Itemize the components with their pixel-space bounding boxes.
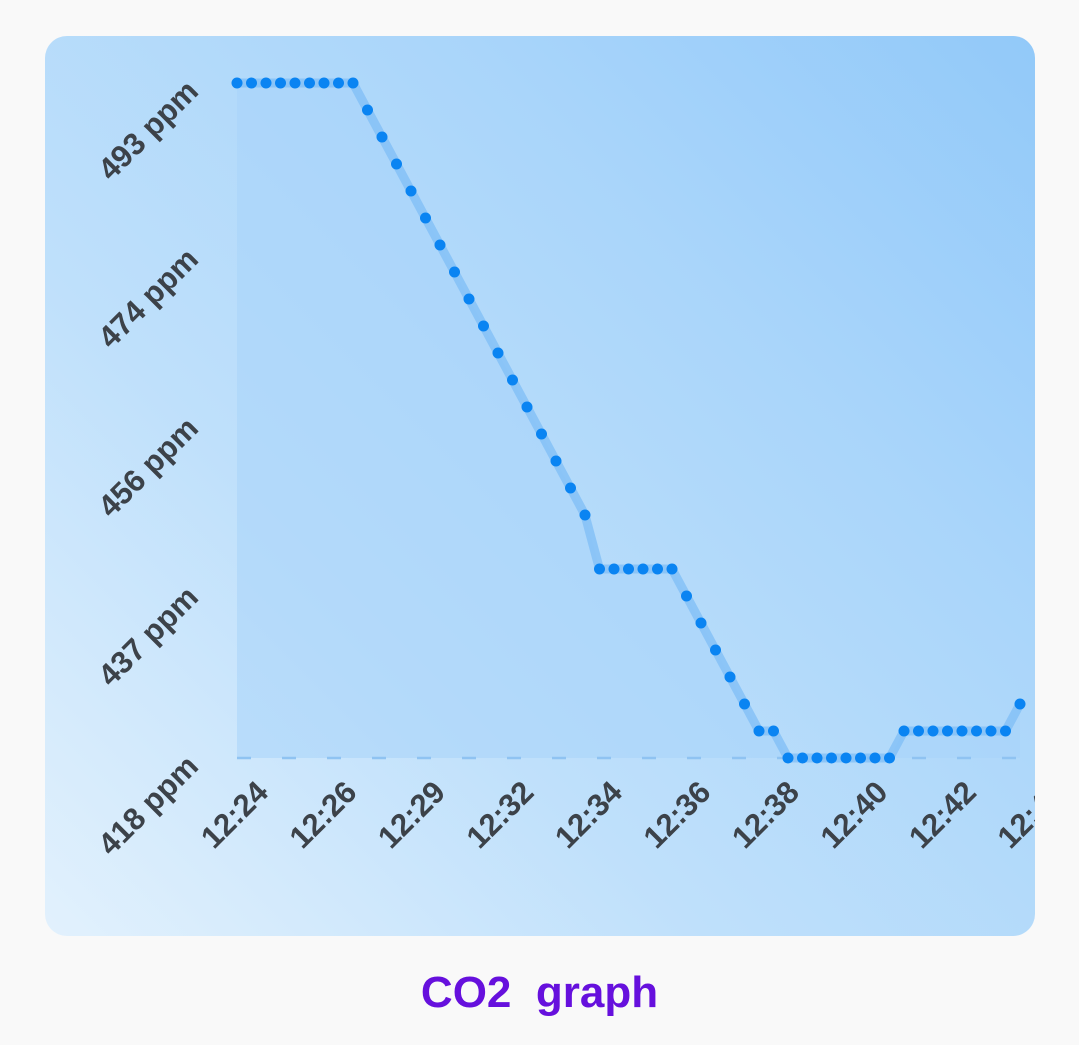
data-point: [289, 77, 301, 89]
data-point: [536, 428, 547, 440]
data-point: [463, 293, 475, 305]
y-tick-label: 474 ppm: [91, 241, 205, 355]
data-point: [637, 563, 649, 575]
data-point: [260, 77, 272, 89]
data-point: [492, 347, 504, 359]
area-fill: [237, 83, 1020, 758]
data-point: [434, 239, 446, 251]
data-point: [550, 455, 562, 467]
x-tick-label: 12:24: [194, 774, 275, 855]
data-point: [985, 725, 997, 737]
y-tick-label: 437 ppm: [91, 579, 205, 693]
data-point: [971, 725, 982, 737]
data-point: [797, 752, 808, 764]
data-point: [666, 563, 678, 575]
data-point: [304, 77, 315, 89]
x-tick-label: 12:38: [725, 774, 806, 855]
y-tick-label: 456 ppm: [91, 410, 205, 524]
data-point: [579, 509, 591, 521]
data-point: [898, 725, 910, 737]
data-point: [376, 131, 388, 143]
data-point: [608, 563, 620, 575]
x-tick-label: 12:26: [283, 774, 364, 855]
data-point: [811, 752, 823, 764]
data-point: [420, 212, 431, 224]
data-point: [913, 725, 924, 737]
data-point: [753, 725, 765, 737]
data-point: [478, 320, 489, 332]
data-point: [405, 185, 417, 197]
data-point: [855, 752, 866, 764]
data-point: [884, 752, 895, 764]
y-tick-label: 418 ppm: [91, 748, 205, 862]
x-tick-label: 12:36: [637, 774, 718, 855]
data-point: [942, 725, 953, 737]
data-point: [246, 77, 257, 89]
data-point: [231, 77, 243, 89]
data-point: [956, 725, 968, 737]
x-tick-label: 12:42: [902, 774, 983, 855]
data-point: [927, 725, 939, 737]
data-point: [521, 401, 533, 413]
x-tick-label: 12:40: [814, 774, 895, 855]
data-point: [391, 158, 402, 170]
data-point: [826, 752, 837, 764]
data-point: [739, 698, 750, 710]
data-point: [318, 77, 330, 89]
data-point: [681, 590, 692, 602]
data-point: [565, 482, 576, 494]
x-tick-label: 12:34: [548, 774, 629, 855]
chart-caption: CO2 graph: [420, 968, 659, 1017]
data-point: [768, 725, 779, 737]
data-point: [333, 77, 344, 89]
data-point: [724, 671, 736, 683]
x-tick-label: 12:32: [460, 774, 541, 855]
data-point: [275, 77, 286, 89]
data-point: [652, 563, 663, 575]
data-point: [347, 77, 359, 89]
data-point: [623, 563, 634, 575]
data-point: [695, 617, 707, 629]
data-point: [1014, 698, 1026, 710]
data-point: [869, 752, 881, 764]
co2-line-chart: 418 ppm 437 ppm 456 ppm 474 ppm 493 ppm 12:24…: [91, 73, 1035, 862]
data-point: [362, 104, 373, 116]
data-point: [840, 752, 852, 764]
x-tick-label: 12:29: [371, 774, 452, 855]
data-point: [507, 374, 518, 386]
x-tick-label: 12:44: [991, 774, 1035, 855]
data-point: [1000, 725, 1011, 737]
chart-card: 418 ppm 437 ppm 456 ppm 474 ppm 493 ppm 12:24…: [45, 36, 1035, 936]
y-tick-label: 493 ppm: [91, 73, 205, 187]
data-point: [449, 266, 460, 278]
data-point: [710, 644, 721, 656]
data-point: [782, 752, 794, 764]
data-point: [594, 563, 605, 575]
